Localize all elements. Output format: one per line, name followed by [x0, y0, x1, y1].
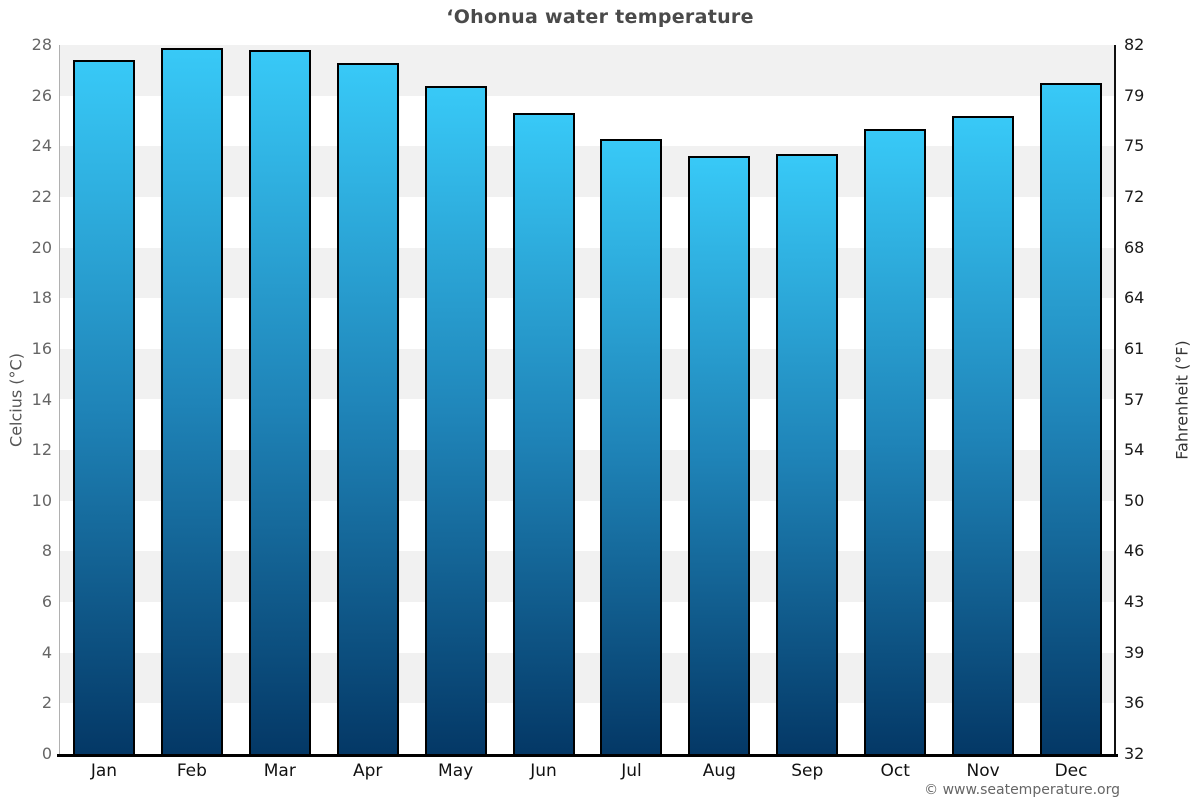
- y-tick-celsius: 22: [31, 186, 52, 206]
- y-tick-fahrenheit: 64: [1124, 288, 1145, 308]
- temperature-bar-sep: [776, 153, 839, 754]
- y-axis-title-fahrenheit: Fahrenheit (°F): [1172, 340, 1192, 460]
- grid-band: [60, 298, 1115, 349]
- x-tick-month: Mar: [263, 761, 296, 781]
- grid-band: [60, 703, 1115, 754]
- y-tick-fahrenheit: 57: [1124, 389, 1145, 409]
- temperature-bar-mar: [248, 50, 311, 754]
- temperature-bar-aug: [688, 156, 751, 754]
- x-tick-month: Oct: [880, 761, 910, 781]
- y-tick-fahrenheit: 50: [1124, 490, 1145, 510]
- x-tick-month: Jun: [530, 761, 557, 781]
- grid-band: [60, 45, 1115, 96]
- grid-band: [60, 399, 1115, 451]
- y-tick-celsius: 26: [31, 85, 52, 105]
- y-tick-fahrenheit: 72: [1124, 186, 1145, 206]
- x-tick-month: Nov: [966, 761, 1000, 781]
- y-tick-celsius: 2: [41, 693, 52, 713]
- y-tick-celsius: 0: [41, 744, 52, 763]
- x-tick-month: Feb: [176, 761, 207, 781]
- y-tick-celsius: 28: [31, 35, 52, 54]
- y-tick-celsius: 20: [31, 237, 52, 257]
- y-tick-celsius: 10: [31, 490, 52, 510]
- y-tick-fahrenheit: 61: [1124, 338, 1145, 358]
- x-tick-month: Dec: [1054, 761, 1088, 781]
- grid-band: [60, 551, 1115, 603]
- grid-band: [60, 652, 1115, 704]
- y-tick-fahrenheit: 43: [1124, 592, 1145, 612]
- grid-band: [60, 146, 1115, 197]
- plot-area: [60, 45, 1115, 754]
- y-tick-celsius: 6: [41, 592, 52, 612]
- x-tick-month: Sep: [791, 761, 824, 781]
- x-tick-month: Apr: [352, 761, 383, 781]
- y-tick-fahrenheit: 75: [1124, 136, 1145, 156]
- copyright-note: © www.seatemperature.org: [924, 782, 1120, 798]
- y-tick-celsius: 12: [31, 440, 52, 460]
- y-tick-fahrenheit: 68: [1124, 237, 1145, 257]
- temperature-bar-feb: [160, 47, 223, 754]
- temperature-bar-oct: [864, 128, 927, 754]
- grid-band: [60, 450, 1115, 501]
- y-tick-fahrenheit: 79: [1124, 85, 1145, 105]
- y-tick-fahrenheit: 32: [1124, 744, 1145, 763]
- grid-band: [60, 500, 1115, 552]
- temperature-bar-may: [424, 85, 487, 754]
- grid-band: [60, 348, 1115, 400]
- y-tick-fahrenheit: 82: [1124, 35, 1145, 54]
- grid-band: [60, 196, 1115, 248]
- y-tick-celsius: 24: [31, 136, 52, 156]
- y-tick-fahrenheit: 54: [1124, 440, 1145, 460]
- grid-band: [60, 247, 1115, 299]
- x-tick-month: Jan: [90, 761, 118, 781]
- temperature-bar-jun: [512, 113, 575, 754]
- left-axis-spine: [59, 45, 60, 755]
- y-tick-celsius: 16: [31, 338, 52, 358]
- temperature-bar-apr: [336, 62, 399, 754]
- grid-band: [60, 602, 1115, 653]
- y-tick-fahrenheit: 46: [1124, 541, 1145, 561]
- y-axis-title-celsius: Celcius (°C): [6, 353, 26, 447]
- y-tick-celsius: 4: [41, 642, 52, 662]
- temperature-bar-dec: [1040, 82, 1103, 754]
- right-axis-spine: [1114, 45, 1116, 755]
- x-tick-month: May: [438, 761, 474, 781]
- grid-band: [60, 95, 1115, 147]
- x-tick-month: Jul: [621, 761, 642, 781]
- y-tick-fahrenheit: 36: [1124, 693, 1145, 713]
- y-tick-celsius: 8: [41, 541, 52, 561]
- x-axis-line: [57, 754, 1118, 757]
- y-tick-celsius: 18: [31, 288, 52, 308]
- x-tick-month: Aug: [702, 761, 736, 781]
- temperature-bar-nov: [952, 115, 1015, 754]
- y-tick-fahrenheit: 39: [1124, 642, 1145, 662]
- temperature-bar-jan: [72, 60, 135, 754]
- chart-title: ‘Ohonua water temperature: [446, 6, 754, 28]
- temperature-bar-jul: [600, 138, 663, 754]
- y-tick-celsius: 14: [31, 389, 52, 409]
